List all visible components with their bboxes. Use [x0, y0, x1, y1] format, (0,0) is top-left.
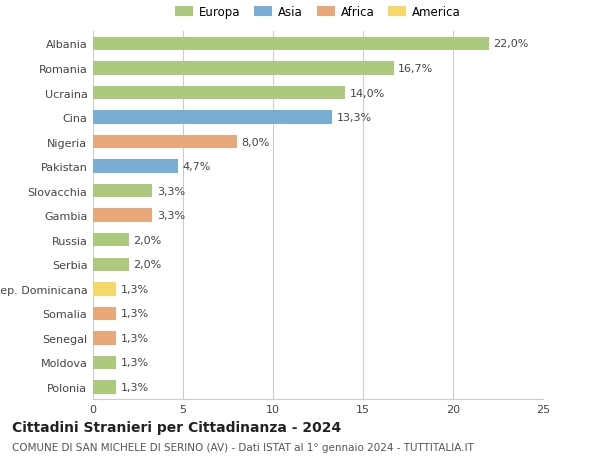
Bar: [93, 356, 116, 369]
Bar: [93, 282, 116, 296]
Text: 14,0%: 14,0%: [349, 88, 385, 98]
Bar: [93, 111, 332, 124]
Bar: [93, 234, 129, 247]
Legend: Europa, Asia, Africa, America: Europa, Asia, Africa, America: [175, 6, 461, 19]
Text: 3,3%: 3,3%: [157, 211, 185, 221]
Text: 1,3%: 1,3%: [121, 382, 149, 392]
Text: 3,3%: 3,3%: [157, 186, 185, 196]
Bar: [93, 307, 116, 320]
Text: 2,0%: 2,0%: [133, 235, 162, 245]
Text: 1,3%: 1,3%: [121, 358, 149, 368]
Text: 1,3%: 1,3%: [121, 333, 149, 343]
Text: 1,3%: 1,3%: [121, 308, 149, 319]
Bar: [93, 160, 178, 174]
Bar: [93, 135, 237, 149]
Text: 2,0%: 2,0%: [133, 260, 162, 270]
Text: 16,7%: 16,7%: [398, 64, 433, 74]
Bar: [93, 62, 394, 76]
Text: 22,0%: 22,0%: [493, 39, 529, 50]
Bar: [93, 38, 489, 51]
Text: 13,3%: 13,3%: [337, 113, 372, 123]
Text: Cittadini Stranieri per Cittadinanza - 2024: Cittadini Stranieri per Cittadinanza - 2…: [12, 420, 341, 434]
Text: 1,3%: 1,3%: [121, 284, 149, 294]
Bar: [93, 185, 152, 198]
Text: 4,7%: 4,7%: [182, 162, 211, 172]
Text: COMUNE DI SAN MICHELE DI SERINO (AV) - Dati ISTAT al 1° gennaio 2024 - TUTTITALI: COMUNE DI SAN MICHELE DI SERINO (AV) - D…: [12, 442, 474, 452]
Bar: [93, 209, 152, 223]
Bar: [93, 331, 116, 345]
Text: 8,0%: 8,0%: [241, 137, 270, 147]
Bar: [93, 87, 345, 100]
Bar: [93, 258, 129, 271]
Bar: [93, 381, 116, 394]
